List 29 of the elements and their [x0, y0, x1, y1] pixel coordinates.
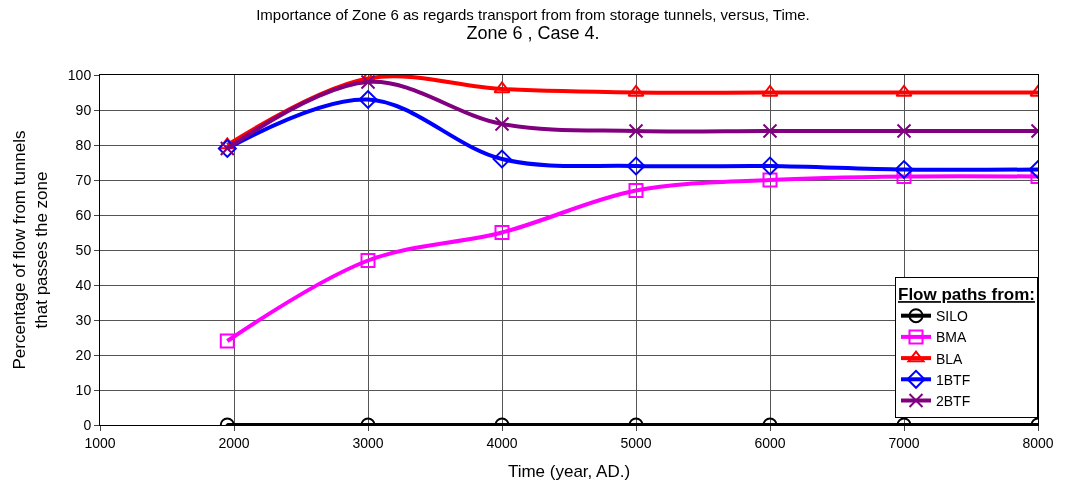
x-tick-label: 4000: [486, 434, 518, 451]
legend-label: BMA: [936, 329, 967, 346]
chart-title: Importance of Zone 6 as regards transport from from storage tunnels, versus, Time.: [256, 5, 810, 23]
chart-subtitle: Zone 6 , Case 4.: [466, 23, 600, 44]
legend-label: 1BTF: [936, 371, 971, 388]
y-tick-label: 0: [83, 416, 92, 433]
y-tick-label: 40: [75, 276, 92, 293]
y-tick-label: 20: [75, 346, 92, 363]
legend-label: SILO: [936, 308, 969, 325]
y-tick-label: 70: [75, 171, 92, 188]
x-tick-label: 8000: [1022, 434, 1054, 451]
y-tick-label: 10: [75, 381, 92, 398]
y-tick-label: 50: [75, 241, 92, 258]
legend-label: BLA: [936, 350, 964, 367]
y-axis-title: Percentage of flow from tunnels that passes the zone: [10, 130, 52, 370]
legend-label: 2BTF: [936, 392, 971, 409]
y-tick-label: 90: [75, 101, 92, 118]
y-tick-label: 80: [75, 136, 92, 153]
x-tick-label: 2000: [218, 434, 250, 451]
y-tick-label: 60: [75, 206, 92, 223]
y-tick-label: 100: [67, 66, 92, 83]
x-tick-label: 5000: [620, 434, 652, 451]
y-tick-label: 30: [75, 311, 92, 328]
x-tick-label: 7000: [888, 434, 920, 451]
legend-title: Flow paths from:: [898, 285, 1035, 305]
x-tick-label: 6000: [754, 434, 786, 451]
x-axis-title: Time (year, AD.): [507, 462, 631, 482]
x-tick-label: 1000: [84, 434, 116, 451]
x-tick-label: 3000: [352, 434, 384, 451]
